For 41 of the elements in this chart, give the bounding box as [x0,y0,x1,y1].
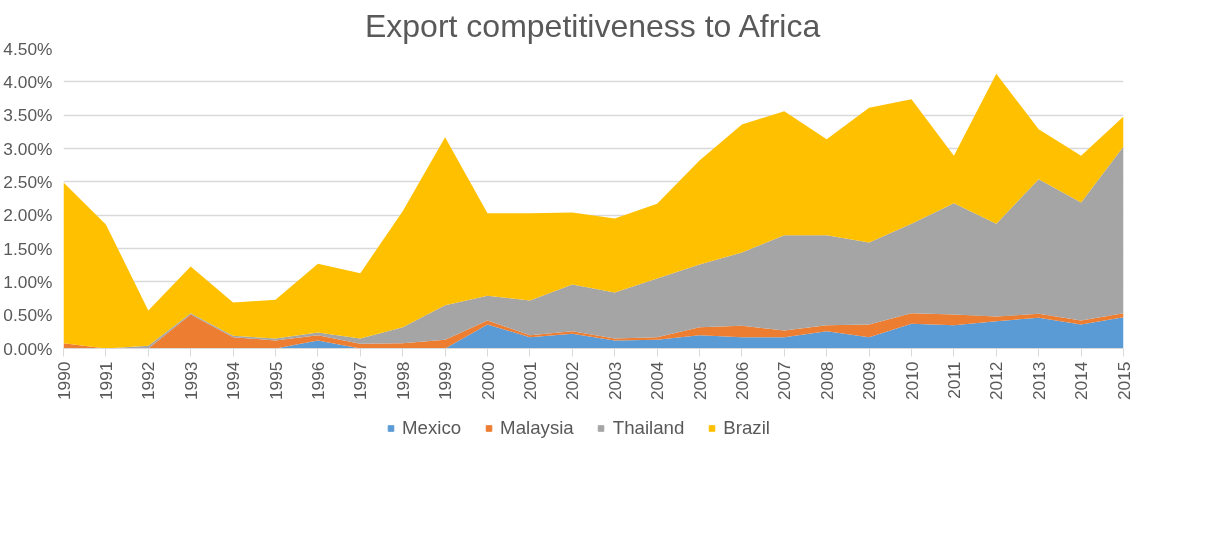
x-tick-label: 1991 [95,361,116,401]
y-tick-label: 1.50% [3,238,53,259]
x-tick-label: 2005 [689,361,710,401]
legend-label: Malaysia [500,417,574,439]
y-tick-label: 0.50% [3,305,53,326]
x-tick-label: 2000 [477,361,498,401]
x-tick-label: 2008 [816,361,837,401]
y-tick-label: 4.50% [3,38,53,59]
x-tick-label: 1997 [350,361,371,401]
x-tick-label: 2006 [731,361,752,401]
y-tick-label: 3.50% [3,105,53,126]
x-tick-label: 2012 [986,361,1007,401]
y-tick-label: 0.00% [3,338,53,359]
x-tick-label: 1998 [392,361,413,401]
x-tick-label: 1992 [138,361,159,401]
x-tick-label: 1999 [435,361,456,401]
chart-title: Export competitiveness to Africa [364,7,821,44]
x-tick-label: 2003 [604,361,625,401]
x-tick-label: 2009 [859,361,880,401]
x-tick-label: 2013 [1028,361,1049,401]
x-tick-label: 1995 [265,361,286,401]
legend-label: Brazil [723,417,770,439]
legend-label: Mexico [402,417,462,439]
x-tick-label: 2014 [1071,361,1092,401]
x-tick-label: 2007 [774,361,795,401]
y-tick-label: 3.00% [3,138,53,159]
x-tick-label: 2004 [647,361,668,401]
x-tick-label: 1996 [307,361,328,401]
x-tick-label: 2002 [562,361,583,401]
y-tick-label: 1.00% [3,271,53,292]
y-tick-label: 2.50% [3,171,53,192]
legend-label: Thailand [612,417,685,439]
x-tick-label: 1990 [53,361,74,401]
x-tick-label: 1993 [180,361,201,401]
x-tick-label: 2001 [519,361,540,401]
y-tick-label: 2.00% [3,205,53,226]
x-tick-label: 2015 [1113,361,1134,401]
x-tick-label: 2010 [901,361,922,401]
x-tick-label: 1994 [223,361,244,401]
x-tick-label: 2011 [943,361,964,399]
y-tick-label: 4.00% [3,71,53,92]
